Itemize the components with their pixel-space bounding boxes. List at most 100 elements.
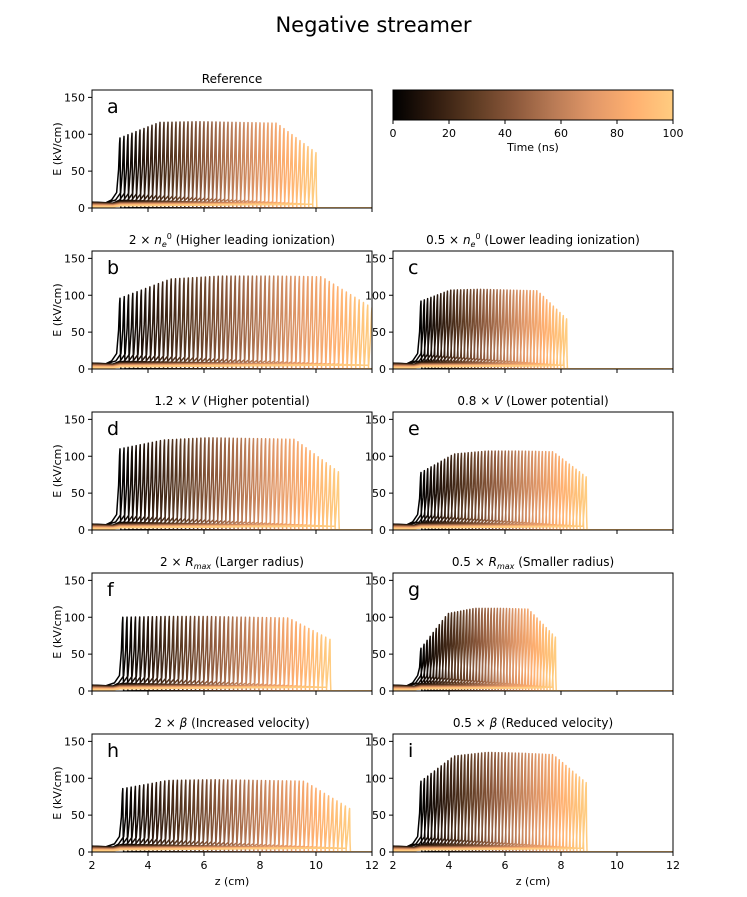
y-tick-label: 150	[64, 574, 85, 587]
x-tick-label: 12	[666, 859, 680, 872]
series-group	[393, 450, 673, 530]
panel-letter: b	[107, 257, 119, 279]
series-group	[92, 779, 372, 852]
y-tick-label: 50	[372, 487, 386, 500]
y-tick-label: 50	[372, 809, 386, 822]
title-part: (Smaller radius)	[514, 555, 614, 569]
series-line	[92, 151, 372, 208]
title-part: (Larger radius)	[211, 555, 304, 569]
axes-frame	[91, 89, 373, 209]
axes-frame	[91, 411, 373, 531]
y-tick-label: 50	[71, 809, 85, 822]
axes-frame	[392, 572, 674, 692]
series-line	[92, 807, 372, 852]
title-part: (Lower leading ionization)	[481, 233, 640, 247]
title-part: (Higher leading ionization)	[172, 233, 335, 247]
title-part: (Increased velocity)	[187, 716, 309, 730]
chart-panel-h: 0 50 100 150 2 4 6 8 10 12 E (kV/cm) z (cm) h 2 × β (…	[51, 716, 379, 888]
y-tick-label: 100	[64, 611, 85, 624]
title-part: 0.5 ×	[453, 716, 490, 730]
y-axis-label: E (kV/cm)	[51, 605, 64, 658]
panel-title: 2 × β (Increased velocity)	[154, 716, 309, 730]
colorbar-bar	[392, 89, 674, 121]
series-line	[92, 307, 372, 369]
chart-panel-d: 0 50 100 150 E (kV/cm) d 1.2 × V (Higher poten…	[51, 394, 373, 537]
panel-title: 0.5 × Rmax (Smaller radius)	[452, 555, 614, 571]
chart-panel-g: 0 50 100 150 g 0.5 × Rmax (Smaller radius)	[365, 555, 674, 698]
colorbar-tick-label: 40	[498, 127, 512, 140]
y-axis-label: E (kV/cm)	[51, 444, 64, 497]
y-tick-label: 50	[372, 326, 386, 339]
panel-letter: h	[107, 740, 119, 762]
x-tick-label: 4	[446, 859, 453, 872]
panel-title: 1.2 × V (Higher potential)	[154, 394, 309, 408]
x-tick-label: 6	[201, 859, 208, 872]
series-line	[393, 636, 673, 691]
panel-title: 0.5 × β (Reduced velocity)	[453, 716, 613, 730]
axes-frame	[91, 572, 373, 692]
y-tick-label: 50	[372, 648, 386, 661]
x-axis-label: z (cm)	[516, 875, 551, 888]
title-part: R	[489, 555, 497, 569]
colorbar-tick-label: 20	[442, 127, 456, 140]
panel-letter: a	[107, 96, 119, 118]
y-tick-label: 50	[71, 326, 85, 339]
series-group	[393, 288, 673, 369]
title-part: 0.5 ×	[426, 233, 463, 247]
title-part: 0.8 ×	[457, 394, 494, 408]
y-tick-label: 50	[71, 648, 85, 661]
title-part: 0.5 ×	[452, 555, 489, 569]
y-tick-label: 0	[379, 685, 386, 698]
y-tick-label: 0	[78, 524, 85, 537]
panel-letter: c	[408, 257, 418, 279]
x-tick-label: 8	[257, 859, 264, 872]
series-line	[393, 781, 673, 852]
y-axis-label: E (kV/cm)	[51, 122, 64, 175]
y-tick-label: 0	[379, 363, 386, 376]
y-tick-label: 150	[64, 735, 85, 748]
y-tick-label: 0	[78, 685, 85, 698]
title-part: n	[463, 233, 471, 247]
y-tick-label: 50	[71, 487, 85, 500]
x-tick-label: 10	[610, 859, 624, 872]
series-line	[393, 476, 673, 530]
x-axis-label: z (cm)	[215, 875, 250, 888]
title-part: β	[489, 716, 498, 730]
y-tick-label: 100	[365, 611, 386, 624]
panel-title: 0.5 × ne0 (Lower leading ionization)	[426, 232, 640, 249]
panel-title: 2 × ne0 (Higher leading ionization)	[129, 232, 335, 249]
y-tick-label: 100	[365, 450, 386, 463]
axes-frame	[91, 250, 373, 370]
colorbar-tick-label: 60	[554, 127, 568, 140]
title-part: 0	[167, 232, 172, 241]
panel-letter: g	[408, 579, 420, 601]
y-tick-label: 100	[64, 128, 85, 141]
axes-frame	[392, 733, 674, 853]
colorbar-label: Time (ns)	[506, 141, 559, 154]
panel-letter: i	[408, 740, 413, 762]
title-part: 1.2 ×	[154, 394, 191, 408]
x-tick-label: 6	[502, 859, 509, 872]
series-line	[393, 318, 673, 369]
title-part: max	[497, 562, 515, 571]
chart-panel-a: 0 50 100 150 E (kV/cm) a Reference	[51, 72, 373, 215]
title-part: n	[154, 233, 162, 247]
title-part: 0	[475, 232, 480, 241]
title-part: e	[471, 240, 476, 249]
y-tick-label: 0	[78, 202, 85, 215]
chart-panel-i: 0 50 100 150 2 4 6 8 10 12 z (cm) i 0.5 × β (Reduced…	[365, 716, 680, 888]
y-tick-label: 150	[64, 413, 85, 426]
figure-title: Negative streamer	[275, 13, 472, 37]
y-tick-label: 150	[365, 252, 386, 265]
axes-frame	[392, 250, 674, 370]
y-tick-label: 150	[64, 91, 85, 104]
title-part: 2 ×	[129, 233, 154, 247]
panel-letter: d	[107, 418, 119, 440]
title-part: R	[185, 555, 193, 569]
y-tick-label: 50	[71, 165, 85, 178]
title-part: Reference	[202, 72, 262, 86]
colorbar-tick-label: 100	[663, 127, 684, 140]
axes-frame	[91, 733, 373, 853]
series-line	[92, 470, 372, 530]
